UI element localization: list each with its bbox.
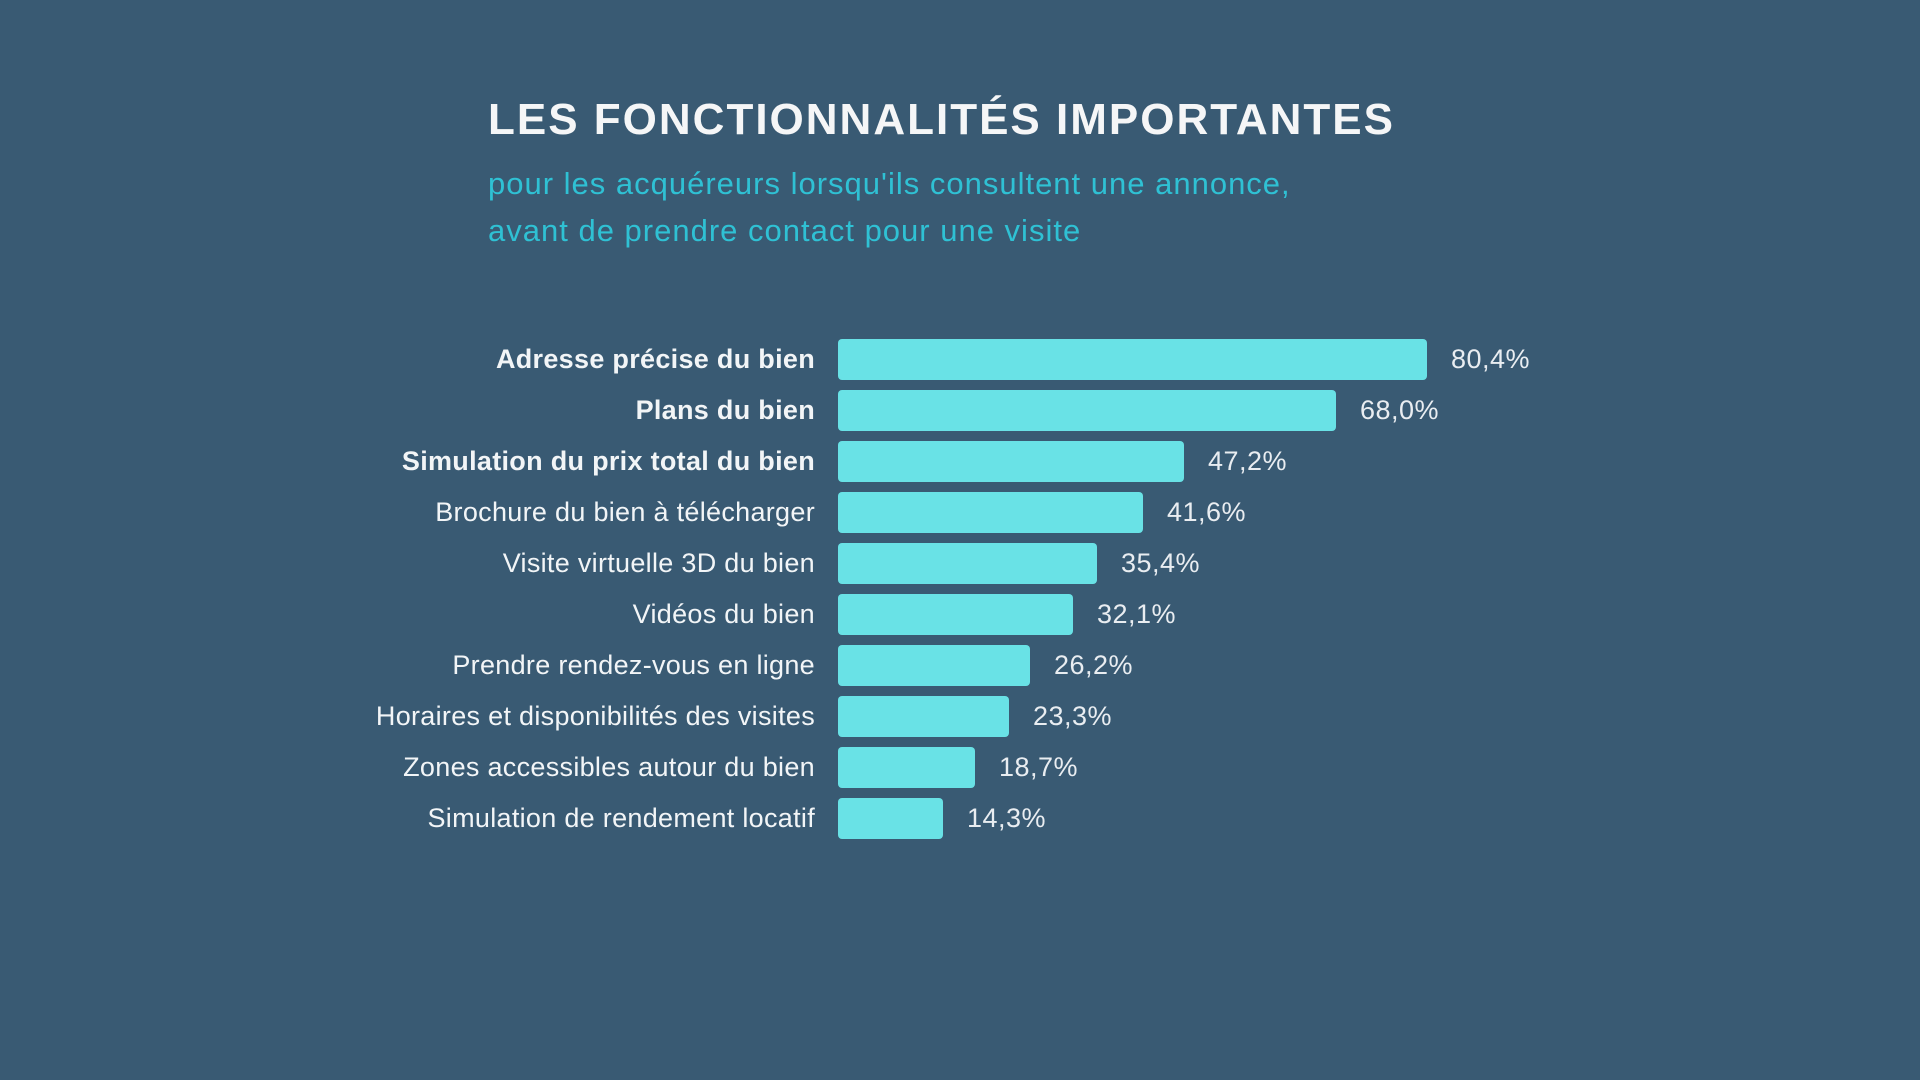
chart-row: Adresse précise du bien 80,4% <box>0 339 1920 380</box>
chart-row: Simulation du prix total du bien 47,2% <box>0 441 1920 482</box>
chart-subtitle: pour les acquéreurs lorsqu'ils consulten… <box>488 160 1395 254</box>
chart-row: Simulation de rendement locatif 14,3% <box>0 798 1920 839</box>
bar <box>838 543 1097 584</box>
bar <box>838 492 1143 533</box>
bar-value-label: 41,6% <box>1167 497 1247 527</box>
bar <box>838 645 1030 686</box>
chart-row: Visite virtuelle 3D du bien 35,4% <box>0 543 1920 584</box>
bar-category-label: Zones accessibles autour du bien <box>403 752 815 782</box>
bar-category-label: Adresse précise du bien <box>495 344 815 374</box>
bar-value-label: 47,2% <box>1208 446 1288 476</box>
bar-category-label: Brochure du bien à télécharger <box>435 497 815 527</box>
chart-row: Brochure du bien à télécharger 41,6% <box>0 492 1920 533</box>
bar-value-label: 26,2% <box>1054 650 1134 680</box>
bar <box>838 696 1009 737</box>
bar-value-label: 35,4% <box>1121 548 1201 578</box>
bar-category-label: Vidéos du bien <box>632 599 815 629</box>
bar <box>838 441 1184 482</box>
bar <box>838 747 975 788</box>
bar-value-label: 14,3% <box>967 803 1047 833</box>
chart-title: LES FONCTIONNALITÉS IMPORTANTES <box>488 95 1395 144</box>
chart-header: LES FONCTIONNALITÉS IMPORTANTES pour les… <box>488 92 1395 254</box>
chart-subtitle-line-1: pour les acquéreurs lorsqu'ils consulten… <box>488 166 1291 201</box>
chart-row: Zones accessibles autour du bien 18,7% <box>0 747 1920 788</box>
bar-category-label: Horaires et disponibilités des visites <box>375 701 815 731</box>
bar-category-label: Visite virtuelle 3D du bien <box>502 548 815 578</box>
chart-row: Horaires et disponibilités des visites 23… <box>0 696 1920 737</box>
bar-category-label: Simulation du prix total du bien <box>401 446 815 476</box>
chart-row: Prendre rendez-vous en ligne 26,2% <box>0 645 1920 686</box>
bar-value-label: 23,3% <box>1033 701 1113 731</box>
bar-value-label: 80,4% <box>1451 344 1531 374</box>
bar <box>838 798 943 839</box>
bar <box>838 339 1427 380</box>
bar-category-label: Prendre rendez-vous en ligne <box>452 650 815 680</box>
chart-row: Vidéos du bien 32,1% <box>0 594 1920 635</box>
bar <box>838 390 1336 431</box>
chart-row: Plans du bien 68,0% <box>0 390 1920 431</box>
bar <box>838 594 1073 635</box>
chart-subtitle-line-2: avant de prendre contact pour une visite <box>488 213 1082 248</box>
bar-chart: Adresse précise du bien 80,4% Plans du bie… <box>0 339 1920 849</box>
bar-category-label: Plans du bien <box>635 395 815 425</box>
bar-category-label: Simulation de rendement locatif <box>427 803 815 833</box>
bar-value-label: 18,7% <box>999 752 1079 782</box>
bar-value-label: 32,1% <box>1097 599 1177 629</box>
bar-value-label: 68,0% <box>1360 395 1440 425</box>
